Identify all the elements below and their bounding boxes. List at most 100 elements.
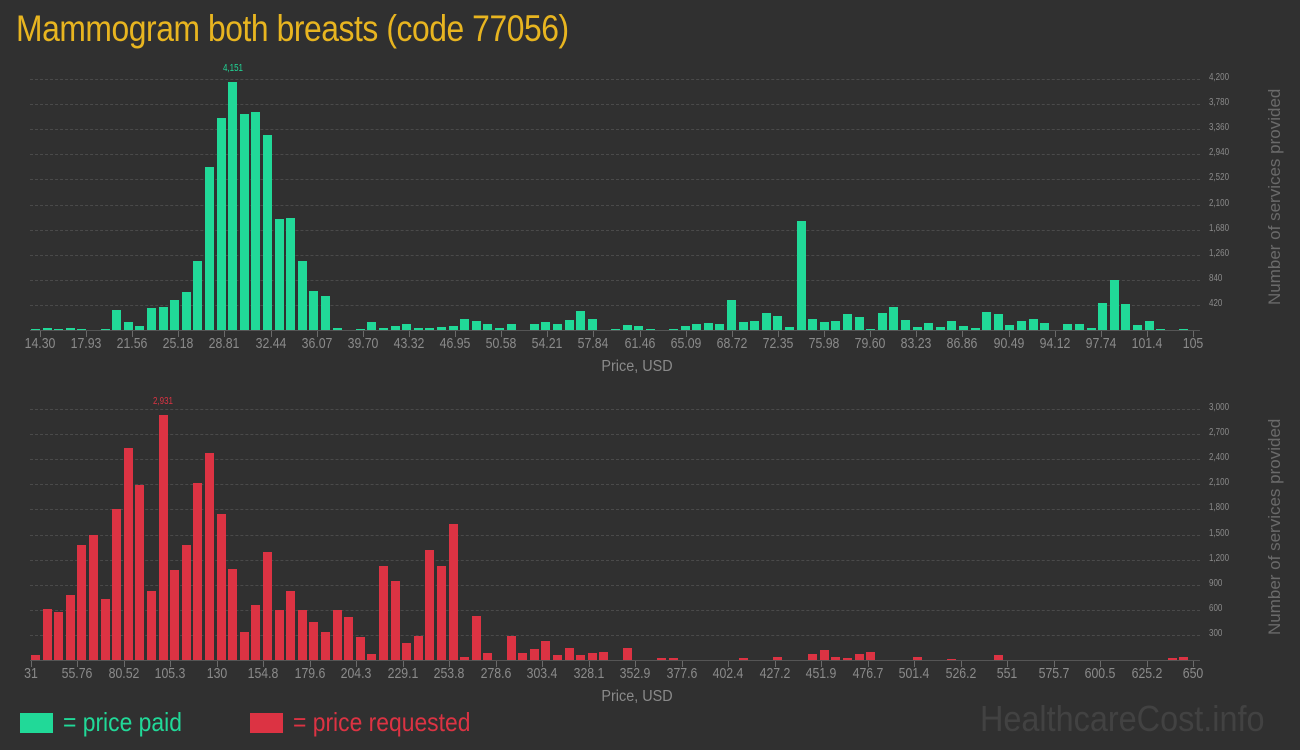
bar	[750, 321, 760, 330]
bar	[506, 324, 516, 330]
bar	[1075, 324, 1085, 330]
bar	[854, 654, 864, 660]
bar	[437, 566, 447, 660]
bar	[112, 309, 122, 330]
bar	[506, 635, 516, 660]
bar	[808, 318, 818, 330]
x-axis-line	[30, 330, 1200, 331]
bar	[309, 622, 319, 660]
bar	[703, 322, 713, 330]
x-tick-mark	[1193, 661, 1194, 667]
bar	[54, 612, 64, 660]
x-tick-label: 526.2	[945, 665, 976, 682]
bar	[251, 604, 261, 660]
y-tick-label: 1,680	[1209, 222, 1230, 234]
bar	[1098, 303, 1108, 330]
x-tick-label: 229.1	[387, 665, 419, 682]
x-tick-mark	[821, 661, 823, 667]
bar	[112, 508, 122, 660]
gridline	[30, 79, 1200, 80]
bar	[529, 324, 539, 330]
x-tick-mark	[356, 661, 358, 667]
bar	[89, 534, 99, 660]
price-paid-legend-label: = price paid	[63, 707, 182, 737]
x-tick-label: 80.52	[108, 665, 140, 682]
x-tick-mark	[593, 331, 595, 337]
bar	[135, 485, 145, 660]
y-tick-label: 900	[1209, 577, 1223, 589]
bar	[773, 315, 783, 330]
bar	[332, 609, 342, 660]
x-tick-mark	[178, 331, 180, 337]
gridline	[30, 229, 1200, 231]
gridline	[30, 534, 1200, 536]
bar	[216, 513, 226, 660]
bar	[553, 654, 563, 660]
x-tick-label: 476.7	[852, 665, 884, 682]
price-requested-chart: 300 600 900 1,200 1,500 1,800 2,100 2,400 2,700 3…	[24, 396, 1284, 705]
x-tick-mark	[216, 661, 218, 667]
bar	[866, 328, 876, 330]
bar	[100, 598, 110, 660]
x-tick-mark	[77, 661, 79, 667]
x-tick-label: 68.72	[716, 335, 748, 352]
bar	[251, 111, 261, 330]
y-tick-label: 4,200	[1209, 72, 1230, 83]
x-tick-mark	[916, 331, 918, 337]
bar	[587, 653, 597, 660]
bar	[170, 299, 180, 330]
bar	[947, 659, 957, 660]
peak-value-label: 4,151	[222, 63, 244, 74]
x-tick-label: 79.60	[854, 335, 886, 352]
bar	[297, 261, 307, 330]
bar	[1086, 327, 1096, 330]
bar	[123, 448, 133, 660]
legend-price-requested: = price requested	[250, 707, 495, 738]
x-tick-label: 83.23	[900, 335, 932, 352]
bar	[471, 321, 481, 330]
page-title: Mammogram both breasts (code 77056)	[16, 8, 569, 49]
x-tick-label: 72.35	[762, 335, 794, 352]
price-requested-swatch	[250, 712, 283, 733]
y-tick-label: 3,360	[1209, 122, 1230, 134]
x-tick-label: 352.9	[619, 665, 651, 682]
x-tick-mark	[1146, 661, 1148, 667]
bar	[483, 324, 493, 330]
bar	[77, 544, 87, 660]
bar	[402, 324, 412, 330]
bar	[808, 654, 818, 660]
bar	[367, 322, 377, 330]
bar	[889, 307, 899, 330]
gridline	[30, 279, 1200, 281]
x-tick-mark	[639, 331, 641, 337]
bar	[239, 113, 249, 330]
bar	[1109, 279, 1119, 330]
bar	[123, 321, 133, 330]
y-tick-label: 2,100	[1209, 477, 1230, 489]
x-tick-label: 94.12	[1039, 335, 1071, 352]
x-tick-label: 86.86	[946, 335, 978, 352]
y-tick-label: 3,780	[1209, 97, 1230, 109]
bar	[634, 326, 644, 330]
x-tick-mark	[542, 661, 544, 667]
bar	[935, 327, 945, 330]
bar	[959, 325, 969, 330]
bar	[912, 656, 922, 660]
bar	[1121, 304, 1131, 330]
x-tick-label: 600.5	[1084, 665, 1116, 682]
bar	[332, 327, 342, 330]
bar	[355, 637, 365, 660]
price-requested-legend-label: = price requested	[293, 707, 471, 737]
x-tick-mark	[1193, 331, 1194, 337]
bar	[901, 319, 911, 330]
x-tick-label: 204.3	[340, 665, 372, 682]
x-tick-label: 179.6	[294, 665, 326, 682]
y-tick-label: 300	[1209, 627, 1223, 639]
x-tick-mark	[270, 331, 272, 337]
bar	[413, 635, 423, 660]
gridline	[30, 609, 1200, 611]
bar	[1144, 321, 1154, 330]
x-tick-label: 328.1	[573, 665, 605, 682]
x-tick-label: 46.95	[439, 335, 471, 352]
bar	[1167, 658, 1177, 660]
